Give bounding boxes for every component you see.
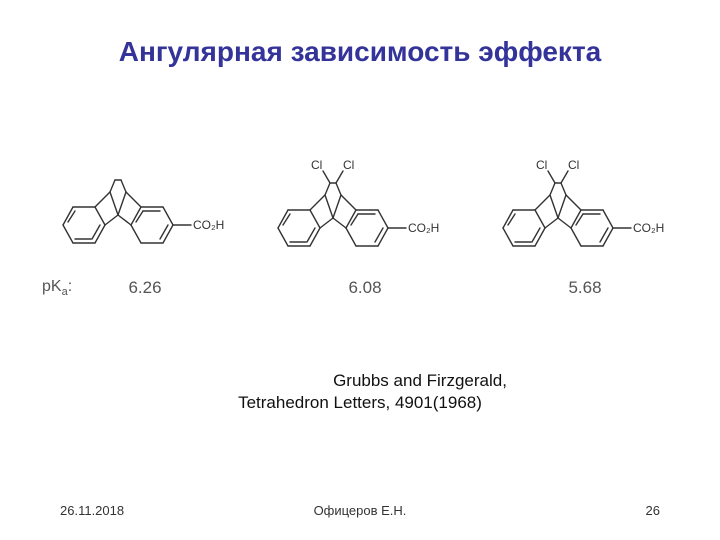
structure-row: CO₂H CO₂H Cl Cl CO₂H Cl Cl bbox=[45, 130, 685, 265]
pka-value-1: 6.26 bbox=[45, 278, 245, 298]
footer-page-number: 26 bbox=[646, 503, 660, 518]
pka-value-2: 6.08 bbox=[265, 278, 465, 298]
molecule-1: CO₂H bbox=[45, 135, 235, 265]
pka-values-row: 6.26 6.08 5.68 bbox=[45, 278, 685, 298]
molecule-3: CO₂H Cl Cl bbox=[485, 130, 685, 265]
svg-text:Cl: Cl bbox=[343, 158, 354, 172]
structure-2: CO₂H Cl Cl bbox=[260, 130, 460, 265]
pka-value-3: 5.68 bbox=[485, 278, 685, 298]
footer-author: Офицеров Е.Н. bbox=[0, 503, 720, 518]
svg-text:CO₂H: CO₂H bbox=[408, 221, 439, 235]
svg-text:CO₂H: CO₂H bbox=[193, 218, 224, 232]
structure-3: CO₂H Cl Cl bbox=[485, 130, 685, 265]
svg-text:Cl: Cl bbox=[568, 158, 579, 172]
citation: Grubbs and Firzgerald, Tetrahedron Lette… bbox=[0, 370, 720, 414]
structure-1: CO₂H bbox=[45, 135, 235, 265]
slide-title: Ангулярная зависимость эффекта bbox=[0, 36, 720, 68]
svg-text:Cl: Cl bbox=[536, 158, 547, 172]
citation-line-1: Grubbs and Firzgerald, bbox=[0, 370, 720, 392]
citation-line-2: Tetrahedron Letters, 4901(1968) bbox=[0, 392, 720, 414]
svg-text:Cl: Cl bbox=[311, 158, 322, 172]
molecule-2: CO₂H Cl Cl bbox=[260, 130, 460, 265]
svg-text:CO₂H: CO₂H bbox=[633, 221, 664, 235]
